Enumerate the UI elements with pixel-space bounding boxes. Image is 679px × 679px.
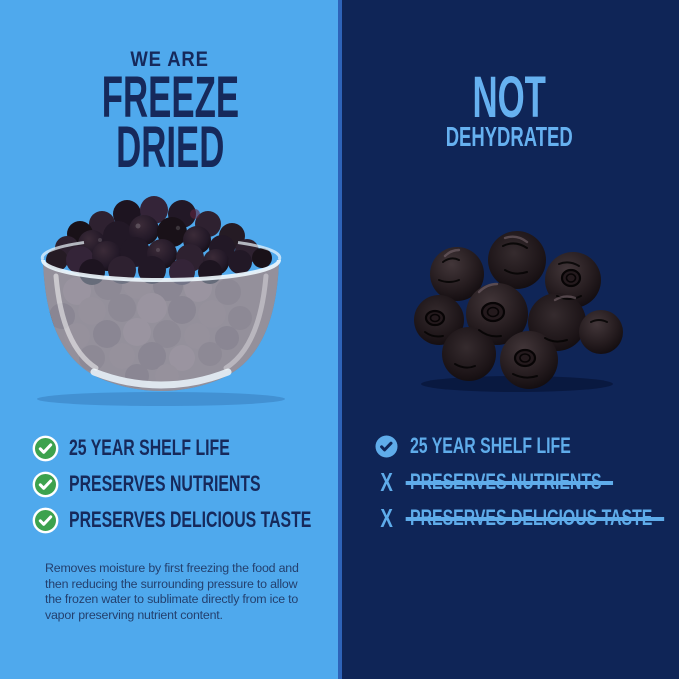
benefit-row: 25 YEAR SHELF LIFE [32, 430, 372, 466]
panel-divider [338, 0, 342, 679]
eyebrow-text: WE ARE [0, 48, 340, 72]
benefit-label: PRESERVES DELICIOUS TASTE [69, 507, 312, 532]
benefit-label-struck: PRESERVES NUTRIENTS [405, 469, 614, 494]
eyebrow-label: WE ARE [130, 48, 210, 71]
benefit-row: X PRESERVES DELICIOUS TASTE [373, 500, 679, 536]
benefit-row: X PRESERVES NUTRIENTS [373, 464, 679, 500]
left-benefit-list: 25 YEAR SHELF LIFE PRESERVES NUTRIENTS P… [0, 430, 372, 538]
left-title: FREEZE DRIED [0, 65, 340, 180]
benefit-row: 25 YEAR SHELF LIFE [373, 428, 679, 464]
x-mark-icon: X [373, 503, 400, 534]
left-title-line1: FREEZE [101, 65, 239, 130]
right-subtitle: DEHYDRATED [339, 123, 679, 151]
freeze-dried-panel: WE ARE FREEZE DRIED [0, 0, 340, 679]
benefit-label-struck: PRESERVES DELICIOUS TASTE [405, 505, 664, 530]
benefit-row: PRESERVES NUTRIENTS [32, 466, 372, 502]
right-benefit-list: 25 YEAR SHELF LIFE X PRESERVES NUTRIENTS… [339, 428, 679, 536]
right-subtitle-text: DEHYDRATED [445, 121, 573, 152]
benefit-row: PRESERVES DELICIOUS TASTE [32, 502, 372, 538]
benefit-label: 25 YEAR SHELF LIFE [69, 435, 230, 460]
freeze-dried-blueberries-photo [37, 196, 285, 406]
x-glyph: X [380, 502, 393, 533]
benefit-label: 25 YEAR SHELF LIFE [410, 433, 571, 458]
benefit-label: PRESERVES NUTRIENTS [69, 471, 261, 496]
dehydrated-blueberries-photo [414, 231, 623, 392]
check-circle-icon [32, 507, 59, 534]
check-circle-icon [373, 435, 400, 458]
x-mark-icon: X [373, 467, 400, 498]
right-title: NOT [339, 65, 679, 130]
dehydrated-panel: NOT DEHYDRATED [339, 0, 679, 679]
freeze-dried-description: Removes moisture by first freezing the f… [45, 561, 299, 622]
check-circle-icon [32, 471, 59, 498]
x-glyph: X [380, 466, 393, 497]
left-title-line2: DRIED [115, 115, 225, 180]
right-title-text: NOT [472, 65, 546, 130]
check-circle-icon [32, 435, 59, 462]
